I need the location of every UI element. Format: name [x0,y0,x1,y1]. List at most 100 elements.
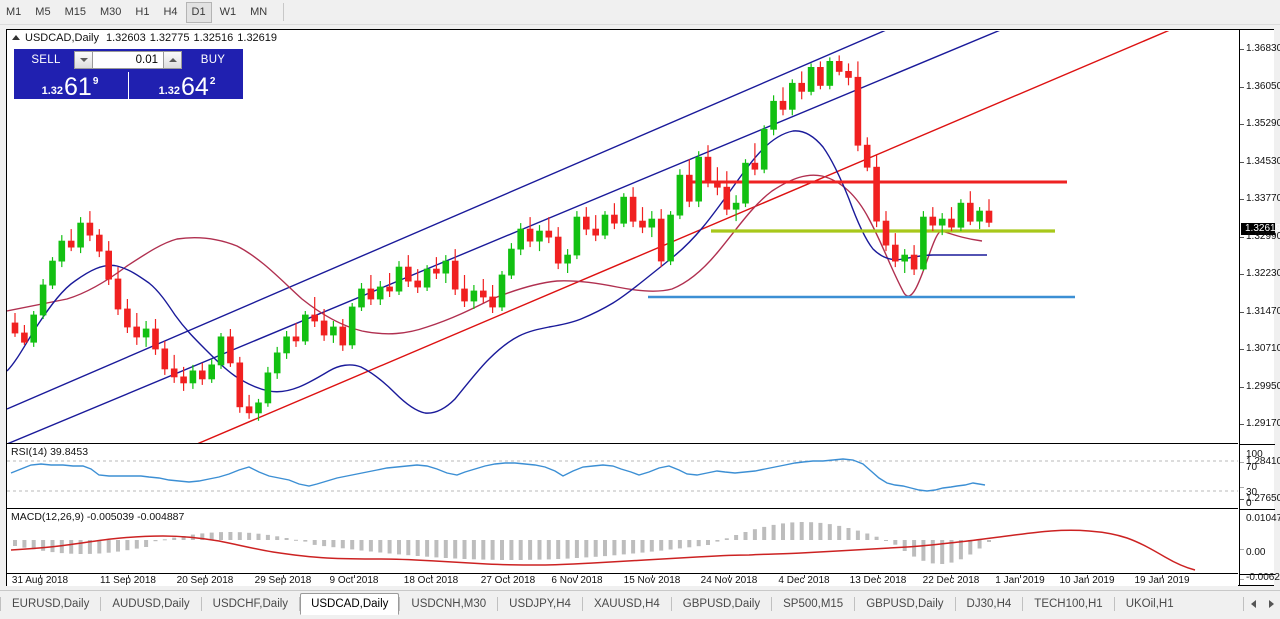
timeframe-m30[interactable]: M30 [99,6,122,18]
macd-histogram-bar [13,540,17,546]
candle-body [470,290,478,302]
timeframe-w1[interactable]: W1 [219,6,237,18]
symbol-tab-usdcnh-m30[interactable]: USDCNH,M30 [411,598,487,610]
macd-histogram-bar [818,522,823,540]
symbol-tab-sp500-m15[interactable]: SP500,M15 [783,598,844,610]
macd-histogram-bar [294,539,298,541]
timeframe-mn[interactable]: MN [250,6,268,18]
price-scale-label: 1.27650 [1246,493,1280,504]
price-scale[interactable]: 1.32619 1.36830 1.36050 1.35290 1.34530 1.33… [1239,30,1280,585]
channel-red-upper [197,31,1170,443]
symbol-tab-usdcad-daily[interactable]: USDCAD,Daily [300,593,400,615]
buy-price-quote[interactable]: 1.32 64 2 [131,71,243,101]
macd-histogram-bar [968,540,973,555]
candle-body [161,348,169,370]
symbol-tab-eurusd-daily[interactable]: EURUSD,Daily [12,598,90,610]
candle-body [957,202,965,228]
sell-price-quote[interactable]: 1.32 61 9 [14,71,126,101]
macd-histogram-bar [87,540,92,554]
candle-body [967,202,974,222]
timeframe-h1[interactable]: H1 [135,6,150,18]
macd-histogram-bar [574,540,579,558]
price-scale-label: 1.28410 [1246,455,1280,467]
price-scale-tick [1240,49,1244,50]
macd-svg [10,522,1196,571]
macd-histogram-bar [987,540,991,542]
tab-divider-end [1243,597,1244,611]
macd-histogram-bar [649,540,654,552]
timeframe-m5[interactable]: M5 [35,6,51,18]
sell-button[interactable]: SELL [31,54,61,66]
one-click-trade-panel[interactable]: SELL 0.01 BUY 1.32 61 9 1.32 64 [13,48,244,100]
price-scale-tick [1240,124,1244,125]
candle-body [901,254,908,262]
triangle-up-icon[interactable] [12,35,20,40]
symbol-tab-gbpusd-daily[interactable]: GBPUSD,Daily [682,598,761,610]
macd-histogram-bar [827,524,832,540]
macd-signal-line [10,529,1196,571]
macd-histogram-bar [425,540,430,557]
symbol-tab-dj30-h4[interactable]: DJ30,H4 [966,598,1012,610]
trade-panel-top-row: SELL 0.01 BUY [14,49,245,71]
symbol-tab-xauusd-h4[interactable]: XAUUSD,H4 [593,598,660,610]
tab-divider [670,597,672,611]
macd-histogram-bar [631,540,636,554]
timeframe-d1[interactable]: D1 [185,1,212,23]
volume-input[interactable]: 0.01 [93,51,163,69]
candle-body [714,180,721,188]
timeframe-m1[interactable]: M1 [6,6,22,18]
candle-body [330,326,337,336]
scroll-right-arrow[interactable] [1262,593,1280,615]
timeframe-m15[interactable]: M15 [64,6,86,18]
candle-body [873,166,880,222]
candle-body [114,278,122,310]
candle-body [564,254,571,264]
candle-body [442,260,450,274]
time-axis-tick [40,575,41,578]
scroll-left-arrow[interactable] [1244,593,1262,615]
rsi-pane[interactable]: RSI(14) 39.8453 [7,445,1238,509]
candle-body [273,352,281,374]
candle-body [583,216,590,230]
macd-histogram-bar [31,540,36,550]
volume-decrease-button[interactable] [74,51,93,69]
macd-histogram-bar [453,540,458,559]
macd-histogram-bar [743,532,748,540]
macd-pane[interactable]: MACD(12,26,9) -0.005039 -0.004887 [7,510,1238,574]
candlestick-series [11,55,993,421]
macd-histogram-bar [59,540,64,554]
candle-body [760,128,768,170]
symbol-tab-ukoil-h1[interactable]: UKOil,H1 [1125,598,1174,610]
candle-body [189,370,197,384]
volume-stepper[interactable]: 0.01 [74,51,182,69]
rsi-scale-tick [1240,487,1244,488]
candle-body [236,362,244,408]
symbol-tab-tech100-h1[interactable]: TECH100,H1 [1034,598,1103,610]
symbol-tab-usdjpy-h4[interactable]: USDJPY,H4 [509,598,571,610]
macd-histogram-bar [528,540,533,560]
buy-price-big: 64 [181,73,209,101]
timeframe-h4[interactable]: H4 [163,6,178,18]
volume-increase-button[interactable] [163,51,182,69]
macd-histogram-bar [799,522,804,540]
tab-divider [954,597,956,611]
symbol-tab-audusd-daily[interactable]: AUDUSD,Daily [112,598,190,610]
macd-histogram-bar [874,536,879,540]
candle-body [920,216,927,270]
candle-body [124,308,131,328]
macd-histogram-bar [322,540,327,547]
candle-body [301,314,309,342]
buy-button[interactable]: BUY [200,54,226,66]
symbol-tab-usdchf-daily[interactable]: USDCHF,Daily [212,598,289,610]
symbol-tab-gbpusd-daily[interactable]: GBPUSD,Daily [866,598,944,610]
time-axis-tick [1020,575,1021,578]
candle-body [892,244,899,262]
macd-histogram-bar [209,532,214,540]
macd-histogram-bar [706,540,710,545]
time-axis-label: 9 Oct 2018 [329,575,379,586]
candle-body [180,376,187,384]
sell-price-big: 61 [64,73,92,101]
candle-body [358,288,365,308]
macd-histogram-bar [958,540,963,560]
macd-histogram [13,522,991,564]
